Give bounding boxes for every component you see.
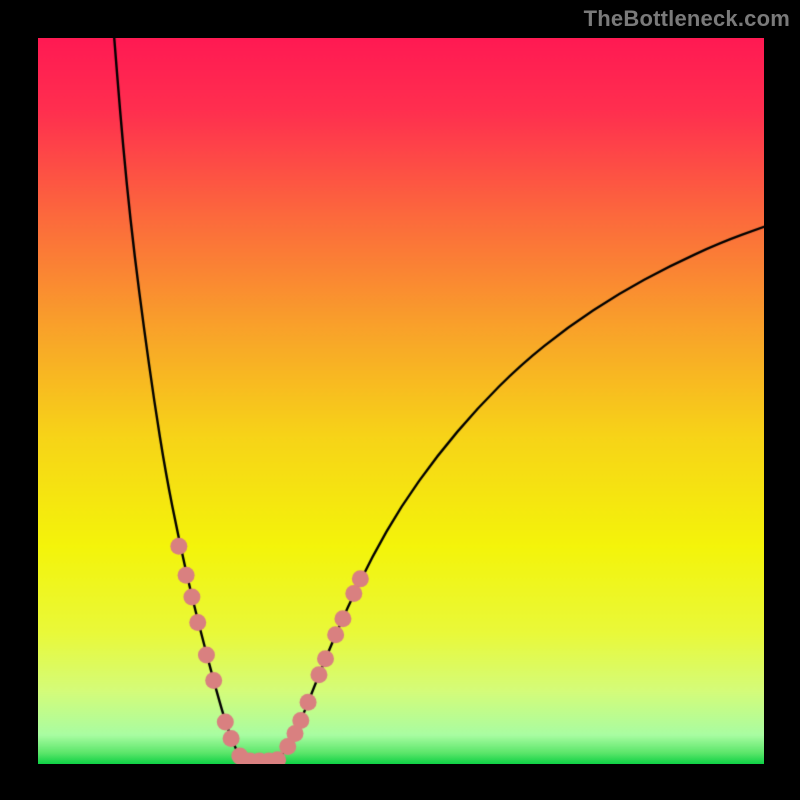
chart-stage: TheBottleneck.com (0, 0, 800, 800)
watermark-text: TheBottleneck.com (584, 6, 790, 32)
plot-area (38, 38, 764, 764)
chart-canvas (38, 38, 764, 764)
